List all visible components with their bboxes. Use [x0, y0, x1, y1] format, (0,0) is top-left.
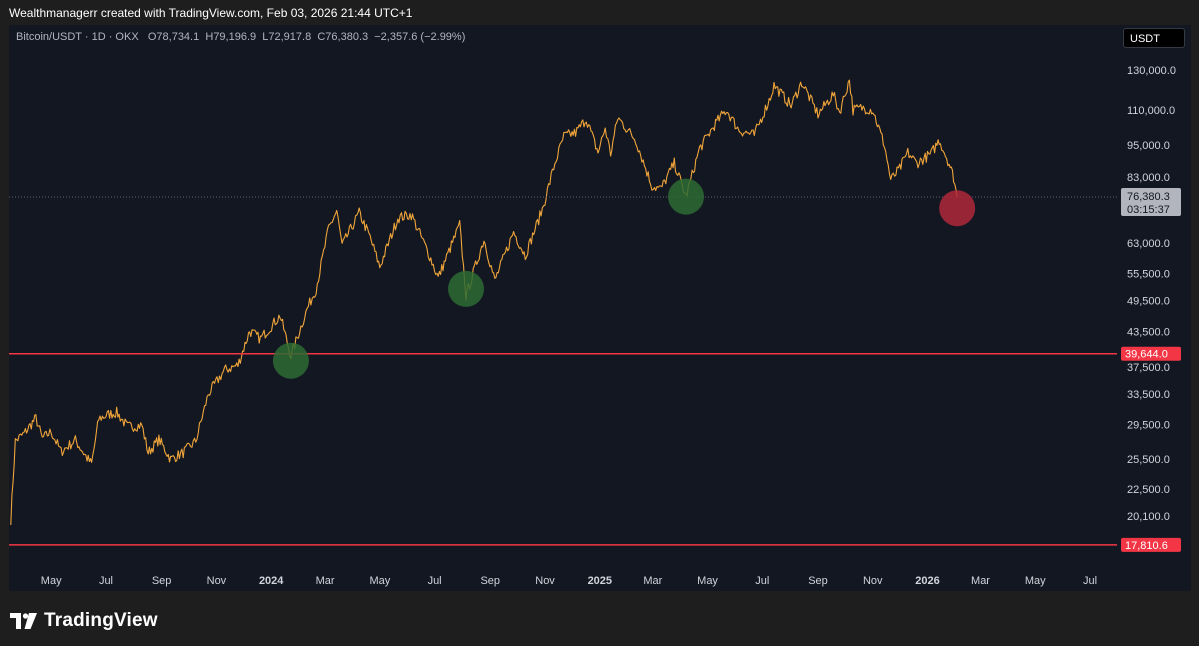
- tradingview-logo: TradingView: [10, 610, 158, 632]
- symbol-legend: Bitcoin/USDT · 1D · OKX O78,734.1 H79,19…: [16, 31, 465, 43]
- chart-area[interactable]: [9, 25, 1117, 591]
- low-value: 72,917.8: [268, 31, 312, 43]
- high-label: H: [205, 31, 214, 43]
- tradingview-icon: [10, 613, 37, 629]
- tradingview-wordmark: TradingView: [44, 610, 158, 631]
- close-value: 76,380.3: [325, 31, 369, 43]
- high-value: 79,196.9: [213, 31, 257, 43]
- close-label: C: [317, 31, 326, 43]
- open-label: O: [147, 31, 157, 43]
- open-value: 78,734.1: [156, 31, 200, 43]
- symbol-name: Bitcoin/USDT · 1D · OKX: [16, 31, 139, 43]
- change-value: −2,357.6 (−2.99%): [374, 31, 466, 43]
- currency-button[interactable]: USDT: [1123, 28, 1185, 48]
- chart-attribution: Wealthmanagerr created with TradingView.…: [9, 6, 413, 20]
- low-label: L: [262, 31, 269, 43]
- price-axis[interactable]: [1117, 25, 1191, 591]
